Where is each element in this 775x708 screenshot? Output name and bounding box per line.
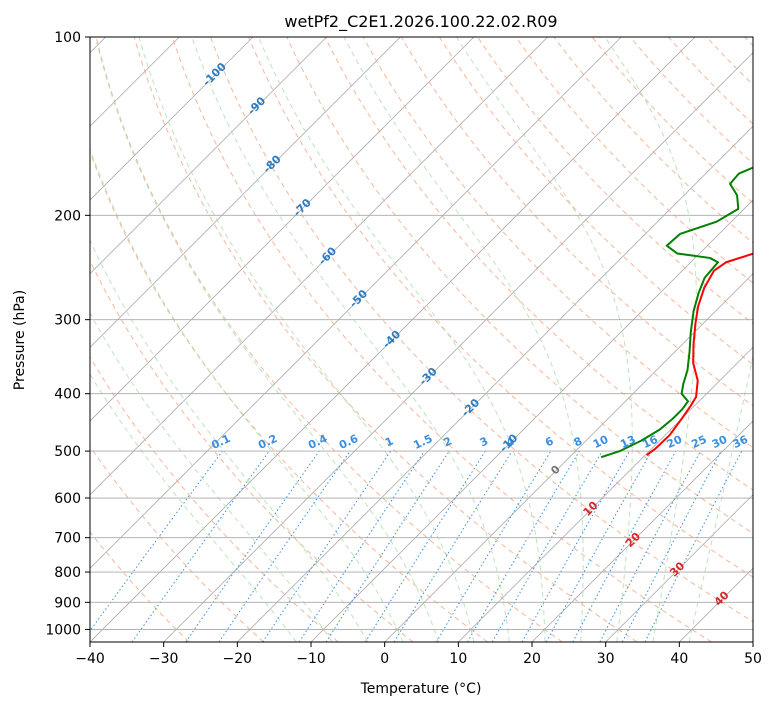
y-tick-label: 600 xyxy=(54,491,81,507)
isotherm-line xyxy=(90,37,327,275)
dry-adiabat-line xyxy=(90,356,339,642)
isotherm-line xyxy=(163,52,753,642)
dewpoint-line xyxy=(600,166,753,459)
mixing-ratio-label: 16 xyxy=(640,433,660,451)
moist-adiabat-line xyxy=(96,41,439,642)
y-axis-label: Pressure (hPa) xyxy=(12,290,28,390)
y-tick-label: 700 xyxy=(54,531,81,547)
y-tick-label: 300 xyxy=(54,313,81,329)
dry-adiabat-line xyxy=(210,37,753,623)
x-tick-label: 20 xyxy=(523,651,541,667)
dry-adiabat-line xyxy=(95,37,563,642)
moist-adiabat-line xyxy=(604,37,697,642)
moist-adiabat-line xyxy=(191,37,510,642)
y-axis-ticks: 100 200 300 400 500 600 700 800 900 1000 xyxy=(45,30,90,638)
moist-adiabat-line xyxy=(90,147,404,642)
moist-adiabat-line xyxy=(90,239,369,642)
mixing-ratio-line xyxy=(218,450,351,642)
mixing-ratio-line xyxy=(491,450,603,642)
x-tick-label: 50 xyxy=(744,651,762,667)
profile-lines xyxy=(600,166,753,459)
mixing-ratio-line xyxy=(545,450,653,642)
dry-adiabat-line xyxy=(90,259,414,642)
isotherm-line xyxy=(90,37,254,201)
isotherm-line xyxy=(384,273,753,642)
dry-adiabat-line xyxy=(324,37,753,491)
y-tick-label: 100 xyxy=(54,30,81,46)
x-axis-ticks: −40 −30 −20 −10 0 10 20 30 40 50 xyxy=(75,642,762,667)
mixing-ratio-line xyxy=(521,450,630,642)
temperature-line xyxy=(646,252,753,456)
x-tick-label: 40 xyxy=(670,651,688,667)
mixing-ratio-label: 25 xyxy=(689,433,708,451)
mixing-ratio-label: 13 xyxy=(618,433,637,451)
mixing-ratio-label: 30 xyxy=(710,433,730,451)
y-tick-label: 900 xyxy=(54,595,81,611)
mixing-ratio-label: 10 xyxy=(591,433,611,451)
mixing-ratio-label: 20 xyxy=(665,433,685,451)
x-tick-label: −30 xyxy=(149,651,179,667)
isotherm-line xyxy=(237,125,753,642)
isotherm-line xyxy=(90,37,548,496)
isotherm-line xyxy=(90,37,475,422)
isotherm-lines xyxy=(90,37,753,642)
pressure-grid-lines xyxy=(90,37,753,630)
mixing-ratio-line xyxy=(364,450,486,642)
x-tick-label: 0 xyxy=(380,651,389,667)
plot-area xyxy=(90,37,753,642)
mixing-ratio-line xyxy=(131,450,270,642)
y-tick-label: 500 xyxy=(54,444,81,460)
dry-adiabat-line xyxy=(248,37,753,578)
mixing-ratio-line xyxy=(325,450,450,642)
x-tick-label: 30 xyxy=(597,651,615,667)
mixing-ratio-line xyxy=(467,450,580,642)
isotherm-line xyxy=(458,346,753,642)
mixing-ratio-line xyxy=(393,450,513,642)
y-tick-label: 800 xyxy=(54,565,81,581)
moist-adiabat-line xyxy=(90,311,333,642)
dry-adiabat-line xyxy=(362,37,753,449)
y-tick-label: 200 xyxy=(54,208,81,224)
dry-adiabat-line xyxy=(90,531,190,642)
isotherm-line xyxy=(531,420,753,642)
mixing-ratio-lines xyxy=(90,450,743,642)
x-axis-label: Temperature (°C) xyxy=(360,681,482,697)
dry-adiabat-line xyxy=(133,37,638,642)
x-tick-label: −20 xyxy=(223,651,253,667)
dry-adiabat-lines xyxy=(90,37,753,642)
chart-title: wetPf2_C2E1.2026.100.22.02.R09 xyxy=(284,12,557,32)
moist-adiabat-line xyxy=(138,37,475,642)
x-tick-label: 10 xyxy=(449,651,467,667)
mixing-ratio-line xyxy=(435,450,552,642)
dry-adiabat-line xyxy=(439,37,753,366)
y-tick-label: 1000 xyxy=(45,622,81,638)
isotherm-line xyxy=(90,37,622,569)
moist-adiabat-line xyxy=(343,37,584,642)
plot-frame xyxy=(89,36,754,643)
dry-adiabat-line xyxy=(400,37,753,407)
mixing-ratio-line xyxy=(185,450,320,642)
mixing-ratio-line xyxy=(572,450,677,642)
isotherm-line xyxy=(605,494,753,642)
x-tick-label: −10 xyxy=(296,651,326,667)
isotherm-line xyxy=(90,37,401,348)
isotherm-line xyxy=(90,37,696,642)
y-tick-label: 400 xyxy=(54,387,81,403)
mixing-ratio-label: 36 xyxy=(731,433,751,451)
x-tick-label: −40 xyxy=(75,651,105,667)
moist-adiabat-line xyxy=(257,37,546,642)
dry-adiabat-line xyxy=(286,37,753,534)
mixing-ratio-line xyxy=(90,450,223,632)
